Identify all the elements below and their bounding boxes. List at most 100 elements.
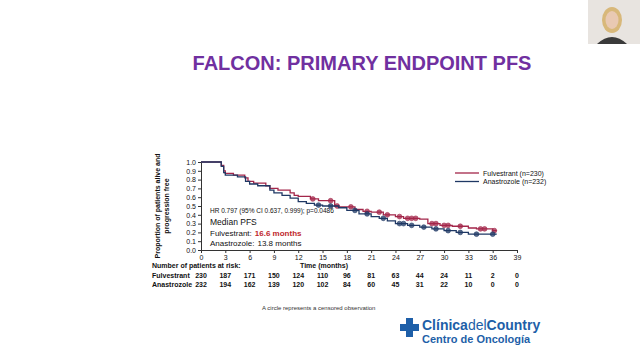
censor-marker [377, 210, 382, 215]
logo-cross [400, 318, 419, 337]
y-tick-mark [198, 224, 201, 225]
y-tick: 0.3 [186, 220, 201, 227]
logo-name: ClínicadelCountry [422, 317, 540, 333]
x-tick-label: 18 [343, 254, 351, 261]
x-tick-label: 27 [416, 254, 424, 261]
logo-subtitle: Centro de Oncología [422, 333, 531, 345]
webcam-body [597, 37, 627, 44]
x-tick-label: 3 [224, 254, 228, 261]
risk-value: 0 [491, 281, 495, 288]
x-tick-mark [395, 250, 396, 253]
risk-table-title: Number of patients at risk: [152, 262, 241, 270]
y-axis-title: Proportion of patients alive andprogress… [154, 153, 171, 258]
km-curve [201, 162, 497, 234]
risk-value: 22 [440, 281, 448, 288]
censor-marker [365, 212, 370, 217]
x-axis-title: Time (months) [300, 262, 348, 270]
y-tick: 0.4 [186, 212, 201, 219]
risk-value: 45 [392, 281, 400, 288]
censor-marker [474, 232, 479, 237]
risk-value: 24 [440, 272, 448, 279]
legend: Fulvestrant (n=230)Anastrozole (n=232) [455, 170, 546, 187]
x-tick: 3 [224, 250, 228, 261]
median-title: Median PFS [210, 217, 257, 227]
risk-value: 194 [219, 281, 231, 288]
risk-value: 2 [491, 272, 495, 279]
x-tick-mark [274, 250, 275, 253]
x-tick: 21 [368, 250, 376, 261]
y-tick: 0.0 [186, 247, 201, 254]
y-tick: 0.9 [186, 168, 201, 175]
y-axis-line [198, 163, 202, 251]
x-tick: 33 [465, 250, 473, 261]
x-tick-label: 33 [465, 254, 473, 261]
y-tick-label: 0.3 [186, 220, 196, 227]
censor-marker [348, 204, 353, 209]
chart-title: FALCON: PRIMARY ENDPOINT PFS [193, 52, 532, 74]
km-curve [201, 162, 497, 231]
risk-value: 230 [195, 272, 207, 279]
y-tick-mark [198, 162, 201, 163]
webcam [588, 0, 640, 44]
y-tick-label: 0.6 [186, 194, 196, 201]
median-row: Anastrozole:13.8 months [210, 239, 302, 248]
censor-marker [397, 214, 402, 219]
median-label: Fulvestrant: [210, 229, 252, 238]
x-tick-label: 0 [200, 254, 204, 261]
y-tick: 0.2 [186, 229, 201, 236]
y-tick-mark [198, 197, 201, 198]
x-tick-label: 9 [272, 254, 276, 261]
risk-value: 187 [219, 272, 231, 279]
x-tick-label: 15 [319, 254, 327, 261]
y-tick-mark [198, 188, 201, 189]
median-value: 13.8 months [257, 239, 301, 248]
censor-marker [328, 198, 333, 203]
x-tick: 24 [392, 250, 400, 261]
y-tick-mark [198, 171, 201, 172]
x-tick: 12 [295, 250, 303, 261]
censor-marker [434, 226, 439, 231]
x-tick: 0 [200, 250, 204, 261]
risk-value: 84 [343, 281, 351, 288]
logo-name-part: del [468, 317, 487, 333]
x-tick-mark [323, 250, 324, 253]
risk-value: 120 [292, 281, 304, 288]
risk-value: 232 [195, 281, 207, 288]
y-axis: 0.00.10.20.30.40.50.60.70.80.91.0 [186, 159, 201, 254]
censor-marker [381, 216, 386, 221]
risk-value: 139 [268, 281, 280, 288]
x-tick: 15 [319, 250, 327, 261]
x-tick-mark [250, 250, 251, 253]
risk-value: 110 [317, 272, 328, 279]
x-tick: 39 [514, 250, 522, 261]
y-tick-label: 0.1 [186, 238, 196, 245]
slide: FALCON: PRIMARY ENDPOINT PFS036912151821… [0, 0, 640, 360]
x-tick-mark [493, 250, 494, 253]
y-tick-label: 1.0 [186, 159, 196, 166]
webcam-face [606, 11, 619, 29]
censor-marker [458, 230, 463, 235]
x-tick-label: 6 [248, 254, 252, 261]
logo-name-part: Country [487, 317, 541, 333]
risk-row-label: Fulvestrant [152, 272, 190, 279]
y-tick: 0.8 [186, 176, 201, 183]
x-tick-mark [468, 250, 469, 253]
censor-marker [401, 221, 406, 226]
y-tick-label: 0.8 [186, 176, 196, 183]
x-tick: 30 [441, 250, 449, 261]
plot-marks [201, 162, 497, 237]
censor-marker [421, 225, 426, 230]
y-tick-mark [198, 206, 201, 207]
censor-marker [409, 223, 414, 228]
censor-marker [353, 208, 358, 213]
risk-value: 162 [244, 281, 256, 288]
x-tick-label: 36 [489, 254, 497, 261]
x-tick-label: 39 [514, 254, 522, 261]
x-tick-mark [444, 250, 445, 253]
x-tick: 6 [248, 250, 252, 261]
risk-value: 44 [416, 272, 424, 279]
logo: ClínicadelCountryCentro de Oncología [400, 317, 540, 345]
logo-name-part: Clínica [422, 317, 468, 333]
risk-value: 0 [515, 281, 519, 288]
y-tick-label: 0.7 [186, 185, 196, 192]
